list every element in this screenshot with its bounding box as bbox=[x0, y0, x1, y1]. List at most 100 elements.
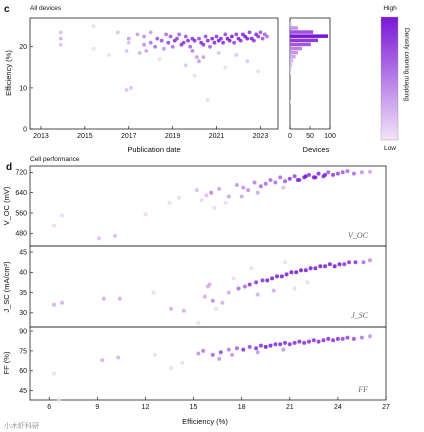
voc-vs-efficiency-point bbox=[359, 170, 364, 175]
ff-vs-efficiency-point bbox=[287, 342, 292, 347]
voc-vs-efficiency-point bbox=[226, 194, 231, 199]
efficiency-vs-date-point bbox=[115, 30, 120, 35]
efficiency-vs-date-point bbox=[192, 38, 197, 43]
ff-vs-efficiency-xtick-label: 18 bbox=[238, 404, 246, 411]
efficiency-vs-date-ytick-label: 0 bbox=[23, 126, 27, 133]
histogram-bar bbox=[290, 55, 296, 59]
efficiency-vs-date-point bbox=[230, 34, 234, 39]
voc-vs-efficiency-ytick-label: 560 bbox=[15, 210, 27, 217]
date-y-ticks: 0 10 20 bbox=[19, 44, 33, 133]
efficiency-vs-date-xtick-label: 2021 bbox=[209, 133, 225, 140]
efficiency-vs-date-point bbox=[175, 36, 179, 41]
ff-vs-efficiency-point bbox=[331, 338, 336, 343]
voc-vs-efficiency-point bbox=[217, 186, 222, 191]
ff-vs-efficiency-point bbox=[297, 339, 302, 344]
jsc-vs-efficiency-point bbox=[299, 268, 303, 273]
jsc-vs-efficiency-point bbox=[279, 274, 284, 279]
efficiency-vs-date-point bbox=[168, 34, 173, 39]
ff-y-ticks: 45 60 75 90 bbox=[19, 328, 33, 395]
efficiency-vs-date-point bbox=[205, 38, 210, 43]
efficiency-vs-date-point bbox=[157, 57, 162, 61]
efficiency-vs-date-point bbox=[216, 51, 221, 55]
ff-vs-efficiency-point bbox=[196, 351, 201, 356]
jsc-vs-efficiency-point bbox=[214, 306, 218, 311]
histogram-bar bbox=[290, 63, 292, 67]
voc-annotation: V_OC bbox=[348, 231, 369, 240]
ff-vs-efficiency-point bbox=[210, 352, 215, 357]
jsc-vs-efficiency-point bbox=[342, 262, 347, 267]
date-x-ticks: 2013 2015 2017 2019 2021 2023 bbox=[33, 126, 268, 140]
voc-vs-efficiency-ytick-label: 480 bbox=[15, 231, 27, 238]
jsc-y-axis-label: J_SC (mA/cm²) bbox=[2, 261, 11, 313]
jsc-vs-efficiency-point bbox=[247, 282, 252, 287]
efficiency-vs-date-point bbox=[183, 34, 188, 39]
histogram-bar bbox=[290, 46, 302, 51]
histogram-bar bbox=[290, 34, 328, 38]
efficiency-vs-date-point bbox=[210, 36, 215, 41]
histogram-bar bbox=[290, 50, 298, 55]
jsc-vs-efficiency-point bbox=[323, 264, 328, 269]
efficiency-x-ticks: 6 9 12 15 18 21 24 27 bbox=[47, 397, 390, 411]
efficiency-vs-date-point bbox=[124, 88, 129, 92]
voc-vs-efficiency-point bbox=[209, 190, 214, 195]
efficiency-vs-date-point bbox=[155, 36, 160, 41]
jsc-vs-efficiency-point bbox=[361, 260, 366, 265]
jsc-vs-efficiency-point bbox=[327, 262, 332, 267]
jsc-vs-efficiency-point bbox=[181, 308, 186, 313]
efficiency-vs-date-xtick-label: 2015 bbox=[77, 133, 93, 140]
jsc-vs-efficiency-point bbox=[353, 260, 358, 265]
colorbar-title: Density coloring mapping bbox=[403, 28, 410, 101]
devices-histogram-xtick-label: 50 bbox=[306, 133, 314, 140]
voc-vs-efficiency-point bbox=[60, 213, 65, 218]
efficiency-vs-date-point bbox=[197, 59, 201, 64]
ff-vs-efficiency-xtick-label: 12 bbox=[142, 404, 150, 411]
efficiency-vs-date-point bbox=[137, 51, 142, 55]
voc-vs-efficiency-point bbox=[143, 212, 148, 217]
efficiency-vs-date-point bbox=[197, 36, 201, 41]
efficiency-vs-date-point bbox=[245, 59, 250, 64]
efficiency-vs-date-point bbox=[247, 30, 252, 35]
histogram-bar bbox=[290, 30, 314, 34]
efficiency-vs-date-xtick-label: 2017 bbox=[121, 133, 137, 140]
jsc-vs-efficiency-point bbox=[332, 264, 337, 269]
efficiency-vs-date-point bbox=[192, 73, 197, 78]
ff-vs-efficiency-point bbox=[234, 346, 239, 351]
efficiency-vs-date-point bbox=[107, 53, 111, 57]
voc-y-ticks: 480 560 640 720 bbox=[15, 170, 33, 238]
voc-vs-efficiency-point bbox=[273, 180, 278, 185]
jsc-vs-efficiency-point bbox=[292, 286, 297, 291]
ff-vs-efficiency-point bbox=[351, 336, 356, 341]
efficiency-vs-date-point bbox=[214, 34, 219, 39]
efficiency-vs-date-point bbox=[181, 40, 186, 45]
ff-vs-efficiency-point bbox=[345, 335, 350, 340]
histogram-bar bbox=[290, 42, 311, 47]
date-scatter-points bbox=[58, 24, 269, 103]
ff-vs-efficiency-point bbox=[278, 342, 283, 347]
ff-vs-efficiency-xtick-label: 6 bbox=[47, 404, 51, 411]
ff-vs-efficiency-ytick-label: 60 bbox=[19, 368, 27, 375]
efficiency-vs-date-point bbox=[58, 36, 63, 41]
devices-histogram-xtick-label: 100 bbox=[324, 133, 336, 140]
jsc-vs-efficiency-point bbox=[249, 266, 254, 271]
jsc-vs-efficiency-point bbox=[117, 296, 122, 301]
jsc-vs-efficiency-point bbox=[275, 274, 279, 279]
voc-vs-efficiency-point bbox=[258, 184, 263, 189]
voc-vs-efficiency-point bbox=[295, 178, 300, 182]
histogram-x-ticks: 0 50 100 bbox=[288, 126, 336, 140]
jsc-vs-efficiency-point bbox=[294, 270, 299, 275]
ff-vs-efficiency-xtick-label: 21 bbox=[286, 404, 294, 411]
voc-vs-efficiency-point bbox=[167, 200, 172, 205]
jsc-vs-efficiency-ytick-label: 45 bbox=[19, 249, 27, 256]
efficiency-vs-date-point bbox=[212, 40, 217, 45]
ff-vs-efficiency-point bbox=[254, 346, 259, 351]
jsc-vs-efficiency-point bbox=[151, 290, 156, 295]
voc-vs-efficiency-point bbox=[113, 233, 117, 238]
ff-vs-efficiency-point bbox=[56, 398, 61, 402]
ff-vs-efficiency-point bbox=[268, 343, 273, 348]
voc-plot-frame bbox=[29, 165, 387, 247]
date-plot-frame bbox=[29, 17, 279, 130]
jsc-vs-efficiency-point bbox=[60, 300, 65, 305]
voc-vs-efficiency-ytick-label: 720 bbox=[15, 170, 27, 177]
ff-vs-efficiency-xtick-label: 15 bbox=[190, 404, 198, 411]
histogram-bar bbox=[290, 38, 318, 43]
